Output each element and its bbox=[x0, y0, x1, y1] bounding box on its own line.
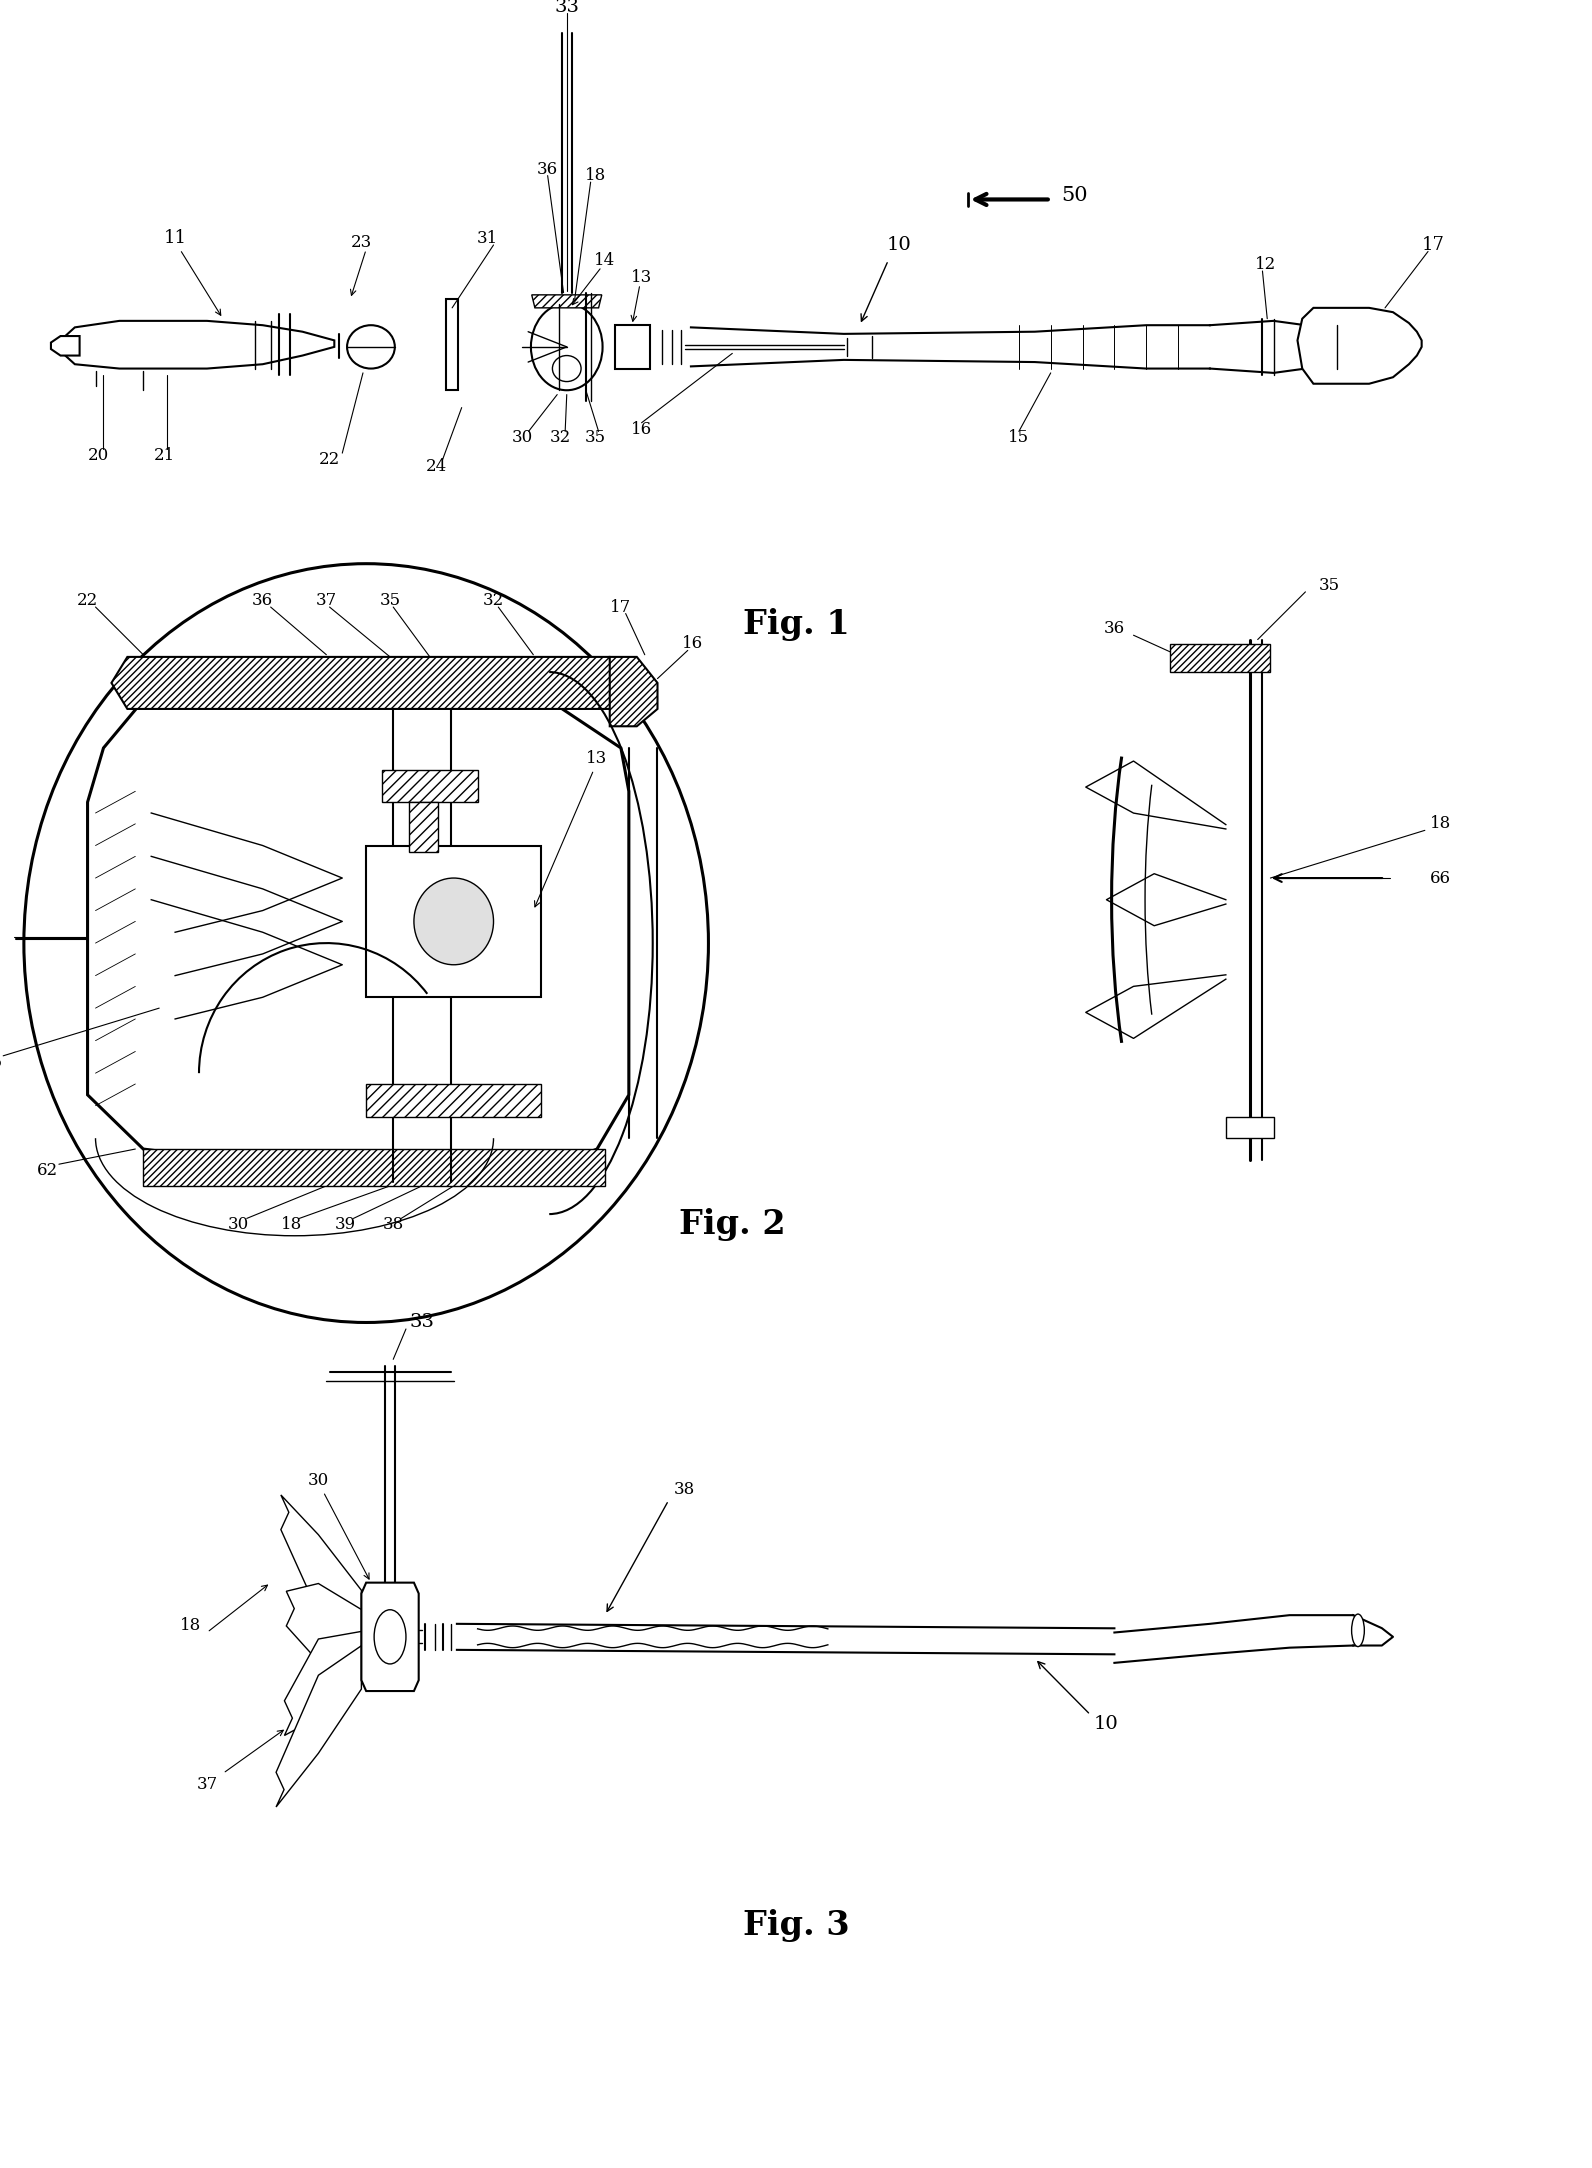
Text: 33: 33 bbox=[554, 0, 579, 15]
Text: Fig. 3: Fig. 3 bbox=[743, 1908, 849, 1943]
Text: 10: 10 bbox=[1094, 1715, 1119, 1732]
Polygon shape bbox=[409, 802, 438, 852]
Text: 17: 17 bbox=[1422, 236, 1444, 254]
Ellipse shape bbox=[1352, 1613, 1364, 1648]
Text: 17: 17 bbox=[610, 598, 632, 616]
Text: 35: 35 bbox=[1318, 577, 1340, 594]
Polygon shape bbox=[446, 299, 458, 390]
Text: 30: 30 bbox=[511, 429, 533, 447]
Text: 12: 12 bbox=[1254, 256, 1277, 273]
Text: 31: 31 bbox=[476, 230, 498, 247]
Polygon shape bbox=[143, 1149, 605, 1186]
Text: 45: 45 bbox=[0, 1054, 3, 1071]
Text: 62: 62 bbox=[37, 1162, 59, 1179]
Text: 30: 30 bbox=[228, 1216, 250, 1234]
Polygon shape bbox=[1297, 308, 1422, 384]
Ellipse shape bbox=[414, 878, 494, 965]
Polygon shape bbox=[532, 295, 602, 308]
Text: 66: 66 bbox=[1430, 869, 1452, 887]
Text: 22: 22 bbox=[318, 451, 341, 468]
Text: 13: 13 bbox=[586, 750, 608, 767]
Text: 32: 32 bbox=[482, 592, 505, 609]
Polygon shape bbox=[88, 683, 629, 1182]
Text: 18: 18 bbox=[584, 167, 607, 184]
Text: 22: 22 bbox=[76, 592, 99, 609]
Text: 16: 16 bbox=[681, 635, 704, 653]
Ellipse shape bbox=[374, 1609, 406, 1665]
Polygon shape bbox=[280, 1496, 361, 1635]
Polygon shape bbox=[382, 770, 478, 802]
Text: 38: 38 bbox=[382, 1216, 404, 1234]
Text: 37: 37 bbox=[315, 592, 338, 609]
Text: 16: 16 bbox=[630, 421, 653, 438]
Polygon shape bbox=[51, 336, 80, 356]
Text: 30: 30 bbox=[307, 1472, 330, 1489]
Ellipse shape bbox=[530, 304, 603, 390]
Text: 15: 15 bbox=[1008, 429, 1030, 447]
Text: 14: 14 bbox=[594, 251, 616, 269]
Text: 35: 35 bbox=[379, 592, 401, 609]
Ellipse shape bbox=[552, 356, 581, 382]
Text: 18: 18 bbox=[280, 1216, 302, 1234]
Polygon shape bbox=[275, 1646, 361, 1806]
Text: 37: 37 bbox=[196, 1776, 218, 1793]
Text: 32: 32 bbox=[549, 429, 572, 447]
Text: Fig. 1: Fig. 1 bbox=[742, 607, 850, 642]
Text: 50: 50 bbox=[1062, 186, 1087, 204]
Polygon shape bbox=[610, 657, 657, 726]
Text: Fig. 2: Fig. 2 bbox=[680, 1208, 785, 1242]
Text: 33: 33 bbox=[409, 1314, 435, 1331]
Polygon shape bbox=[366, 846, 541, 997]
Text: 18: 18 bbox=[180, 1617, 202, 1635]
Text: 36: 36 bbox=[537, 160, 559, 178]
Text: 20: 20 bbox=[88, 447, 110, 464]
Polygon shape bbox=[361, 1583, 419, 1691]
Text: 21: 21 bbox=[153, 447, 175, 464]
Text: 24: 24 bbox=[425, 457, 447, 475]
Polygon shape bbox=[285, 1630, 361, 1734]
Polygon shape bbox=[366, 1084, 541, 1117]
Text: 23: 23 bbox=[350, 234, 373, 251]
Text: 10: 10 bbox=[887, 236, 912, 254]
Polygon shape bbox=[287, 1583, 361, 1661]
Text: 11: 11 bbox=[164, 230, 186, 247]
Text: 18: 18 bbox=[1430, 815, 1452, 833]
Text: 36: 36 bbox=[252, 592, 274, 609]
Text: 13: 13 bbox=[630, 269, 653, 286]
Text: 31: 31 bbox=[0, 930, 3, 947]
Polygon shape bbox=[1170, 644, 1270, 672]
Polygon shape bbox=[1226, 1117, 1274, 1138]
Text: 38: 38 bbox=[673, 1481, 696, 1498]
Polygon shape bbox=[615, 325, 650, 369]
Text: 35: 35 bbox=[584, 429, 607, 447]
Ellipse shape bbox=[24, 564, 708, 1322]
Text: 36: 36 bbox=[1103, 620, 1126, 637]
Polygon shape bbox=[60, 321, 334, 369]
Polygon shape bbox=[111, 657, 621, 709]
Text: 39: 39 bbox=[334, 1216, 357, 1234]
